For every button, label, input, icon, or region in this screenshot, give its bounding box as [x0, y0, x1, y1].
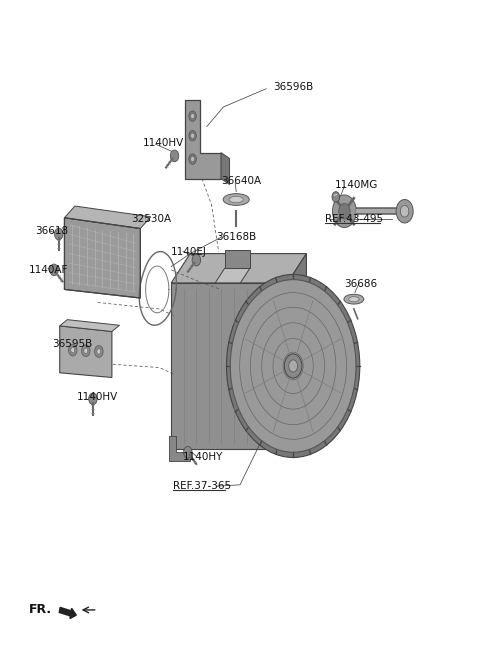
Polygon shape: [215, 268, 250, 283]
Text: 36596B: 36596B: [273, 83, 313, 93]
Text: 1140HV: 1140HV: [143, 138, 184, 148]
Polygon shape: [64, 206, 151, 229]
Text: FR.: FR.: [29, 603, 52, 616]
Circle shape: [339, 204, 350, 219]
Circle shape: [82, 345, 90, 357]
Polygon shape: [64, 217, 140, 298]
Circle shape: [189, 154, 196, 164]
Ellipse shape: [348, 296, 359, 302]
Polygon shape: [169, 436, 190, 461]
Text: 1140MG: 1140MG: [335, 180, 378, 190]
Text: 36618: 36618: [35, 226, 68, 236]
Polygon shape: [60, 326, 112, 378]
Circle shape: [227, 275, 360, 457]
Text: 36168B: 36168B: [216, 233, 256, 242]
Circle shape: [191, 156, 194, 162]
Ellipse shape: [223, 194, 249, 206]
Ellipse shape: [229, 196, 243, 203]
Circle shape: [50, 264, 58, 276]
Circle shape: [71, 348, 75, 353]
FancyArrow shape: [60, 607, 76, 618]
Text: 1140AF: 1140AF: [29, 265, 68, 275]
Circle shape: [95, 346, 103, 357]
Circle shape: [230, 280, 356, 452]
Text: 1140HV: 1140HV: [76, 392, 118, 402]
Text: 36686: 36686: [344, 279, 377, 289]
Text: 36595B: 36595B: [53, 339, 93, 349]
Polygon shape: [225, 250, 250, 268]
Circle shape: [55, 228, 63, 240]
Circle shape: [192, 254, 201, 266]
Circle shape: [69, 344, 77, 356]
Text: 32530A: 32530A: [131, 214, 171, 224]
Circle shape: [191, 133, 194, 138]
Circle shape: [189, 131, 196, 141]
Circle shape: [191, 114, 194, 119]
Circle shape: [400, 206, 409, 217]
Text: 1140EJ: 1140EJ: [171, 246, 207, 257]
Polygon shape: [221, 152, 229, 185]
Ellipse shape: [344, 294, 364, 304]
Text: 1140HY: 1140HY: [183, 453, 224, 463]
Text: 36640A: 36640A: [221, 176, 261, 187]
Circle shape: [97, 349, 101, 354]
Circle shape: [89, 393, 97, 405]
Circle shape: [189, 111, 196, 122]
Polygon shape: [288, 254, 306, 449]
Circle shape: [183, 446, 192, 458]
Circle shape: [84, 348, 88, 353]
Polygon shape: [185, 101, 221, 179]
FancyBboxPatch shape: [171, 283, 297, 449]
Circle shape: [289, 360, 298, 372]
Circle shape: [333, 195, 356, 227]
Circle shape: [332, 192, 340, 202]
Text: REF.43-495: REF.43-495: [325, 214, 384, 224]
Polygon shape: [60, 320, 120, 332]
Text: REF.37-365: REF.37-365: [173, 481, 231, 491]
Circle shape: [170, 150, 179, 162]
Circle shape: [284, 354, 302, 378]
Circle shape: [396, 200, 413, 223]
Polygon shape: [171, 254, 306, 283]
